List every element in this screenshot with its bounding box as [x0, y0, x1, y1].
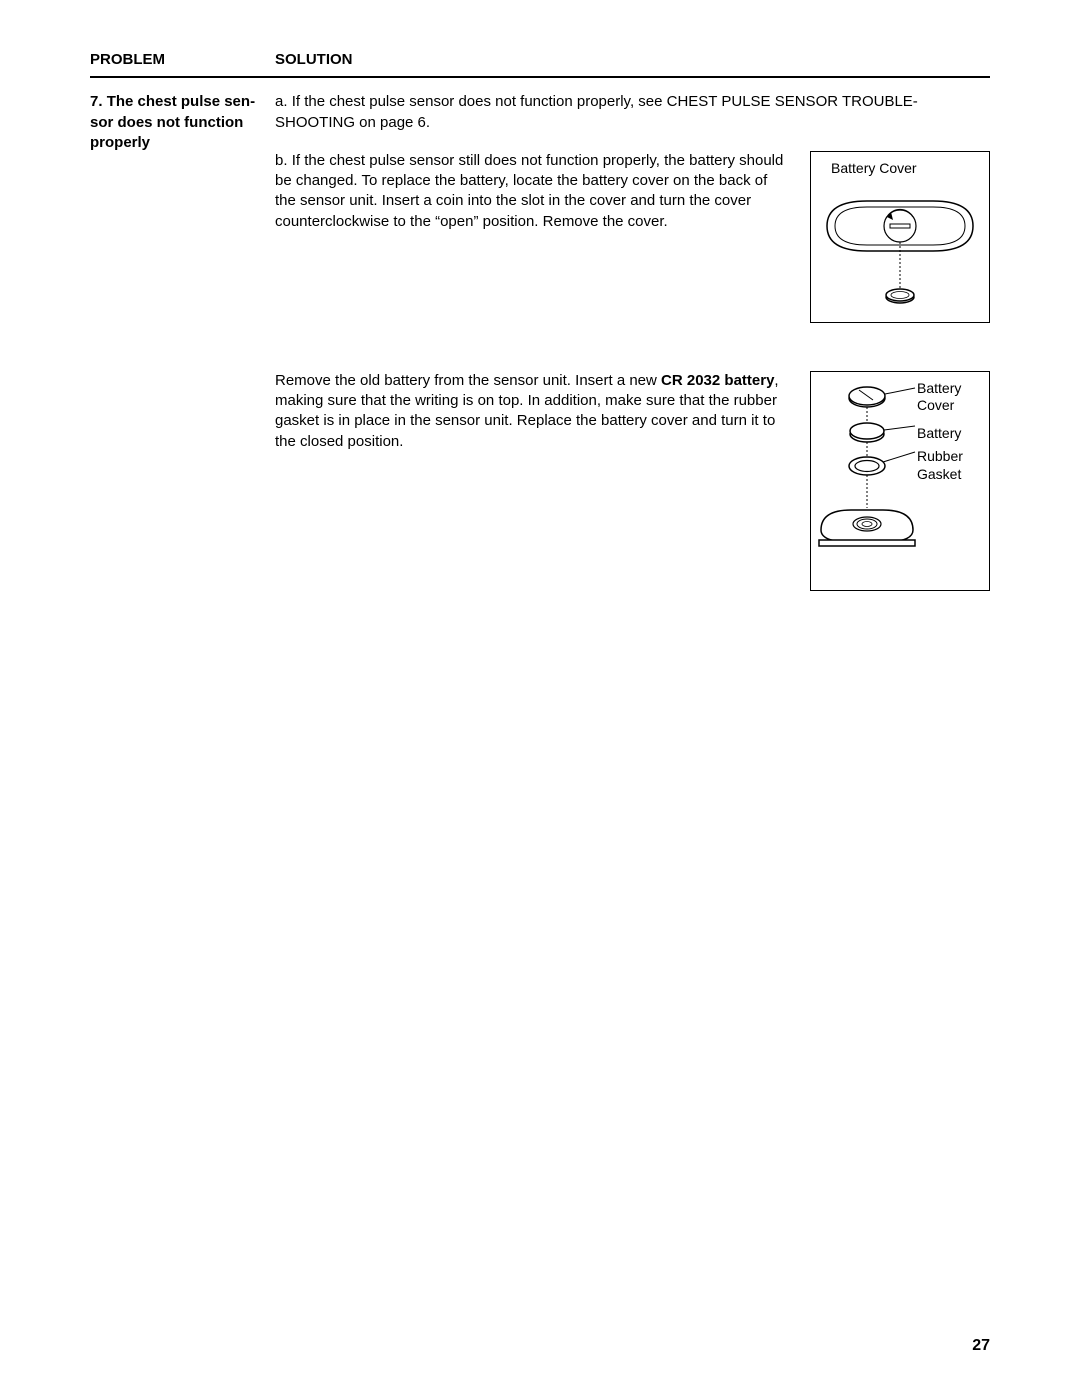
figure-2-label1: Battery [917, 380, 983, 398]
content-row: 7. The chest pulse sen- sor does not fun… [90, 92, 990, 639]
battery-cover-diagram-icon [817, 181, 983, 311]
step-a: a. If the chest pulse sensor does not fu… [275, 92, 990, 133]
step-a-prefix: a. [275, 93, 288, 110]
step-c: Remove the old battery from the sensor u… [275, 371, 990, 591]
page-number: 27 [972, 1335, 990, 1357]
step-c-text-wrap: Remove the old battery from the sensor u… [275, 371, 810, 452]
step-b-prefix: b. [275, 152, 288, 169]
step-b: b. If the chest pulse sensor still does … [275, 151, 990, 323]
step-b-text: If the chest pulse sensor still does not… [275, 152, 783, 230]
problem-number: 7. [90, 93, 103, 110]
step-c-before: Remove the old battery from the sensor u… [275, 372, 661, 389]
header-solution: SOLUTION [275, 50, 990, 70]
figure-2-label2: Battery [917, 425, 983, 443]
header-problem: PROBLEM [90, 50, 275, 70]
solution-cell: a. If the chest pulse sensor does not fu… [275, 92, 990, 639]
step-b-text-wrap: b. If the chest pulse sensor still does … [275, 151, 810, 232]
step-a-text: If the chest pulse sensor does not funct… [275, 93, 918, 130]
problem-cell: 7. The chest pulse sen- sor does not fun… [90, 92, 275, 639]
table-header: PROBLEM SOLUTION [90, 50, 990, 78]
figure-2-label3b: Gasket [917, 466, 983, 484]
problem-line3: properly [90, 134, 150, 151]
problem-line2: sor does not function [90, 114, 243, 131]
figure-1: Battery Cover [810, 151, 990, 323]
figure-2-label3: Rubber [917, 448, 983, 466]
figure-2-label1b: Cover [917, 397, 983, 415]
step-c-bold: CR 2032 battery [661, 372, 774, 389]
figure-1-label: Battery Cover [817, 160, 983, 178]
battery-exploded-diagram-icon [817, 380, 917, 580]
figure-2: Battery Cover Battery Rubber Gasket [810, 371, 990, 591]
problem-line1: The chest pulse sen- [107, 93, 255, 110]
